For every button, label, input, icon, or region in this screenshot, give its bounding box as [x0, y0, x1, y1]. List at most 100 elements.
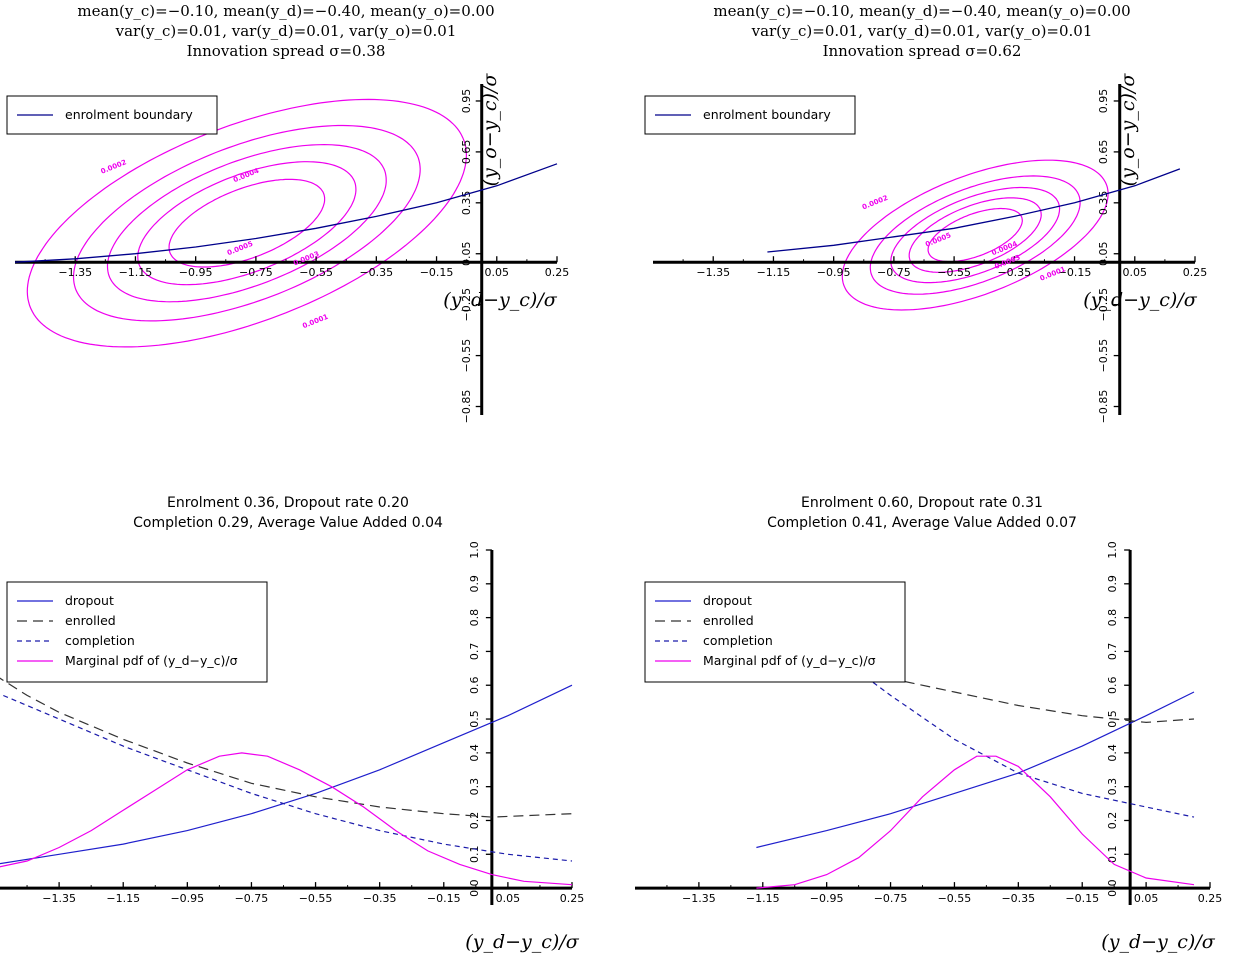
x-tick-label: 0.25	[545, 266, 570, 279]
x-tick-label: −0.15	[427, 892, 461, 905]
x-tick-label: −0.35	[363, 892, 397, 905]
y-tick-label: 0.8	[468, 609, 481, 627]
y-tick-label: 0.9	[468, 575, 481, 593]
contour-panel-sigma-038: mean(y_c)=−0.10, mean(y_d)=−0.40, mean(y…	[6, 2, 570, 424]
legend-label: dropout	[703, 593, 752, 608]
x-axis-label: (y_d−y_c)/σ	[1101, 931, 1215, 953]
x-tick-label: −0.15	[420, 266, 454, 279]
y-tick-label: 0.95	[460, 89, 473, 114]
chart-title-line: Enrolment 0.60, Dropout rate 0.31	[801, 495, 1043, 511]
density-contour	[908, 197, 1042, 273]
density-contour	[137, 161, 357, 286]
enrolment-boundary-line	[14, 163, 558, 263]
completion-line	[0, 693, 573, 862]
y-tick-label: −0.55	[460, 339, 473, 373]
completion-line	[858, 671, 1195, 818]
rates-panel-right: Enrolment 0.60, Dropout rate 0.31 Complet…	[635, 495, 1222, 953]
x-tick-label: −0.55	[299, 892, 333, 905]
marginal-pdf-line	[756, 755, 1195, 889]
legend-box	[6, 581, 268, 683]
x-tick-label: −0.35	[997, 266, 1031, 279]
enrolment-boundary-line	[767, 168, 1181, 253]
y-tick-label: 0.6	[468, 676, 481, 694]
legend-label: enrolled	[703, 613, 754, 628]
y-tick-label: 1.0	[468, 541, 481, 559]
y-tick-label: −0.85	[460, 390, 473, 424]
density-contour	[26, 98, 468, 348]
legend-label: completion	[65, 633, 135, 648]
x-axis-label: (y_d−y_c)/σ	[1083, 289, 1197, 311]
enrolled-line	[0, 677, 573, 818]
density-contour	[869, 175, 1081, 295]
legend-label: enrolment boundary	[65, 107, 193, 122]
x-tick-label: −0.95	[817, 266, 851, 279]
y-tick-label: 0.65	[1097, 140, 1110, 165]
y-tick-label: 0.35	[1097, 191, 1110, 216]
y-tick-label: 0.4	[1106, 744, 1119, 762]
x-tick-label: −0.75	[239, 266, 273, 279]
contour-level-label: 0.0002	[100, 158, 128, 176]
contour-level-label: 0.0001	[301, 313, 329, 331]
y-tick-label: 0.05	[1097, 241, 1110, 266]
y-tick-label: 0.1	[468, 846, 481, 864]
x-tick-label: −1.35	[42, 892, 76, 905]
x-tick-label: −1.35	[58, 266, 92, 279]
y-tick-label: 0.6	[1106, 676, 1119, 694]
x-tick-label: −0.15	[1058, 266, 1092, 279]
x-tick-label: 0.25	[1183, 266, 1208, 279]
y-tick-label: 0.2	[1106, 812, 1119, 830]
x-tick-label: −1.35	[682, 892, 716, 905]
x-tick-label: −1.15	[106, 892, 140, 905]
x-tick-label: −1.35	[696, 266, 730, 279]
x-tick-label: −0.55	[938, 892, 972, 905]
chart-title-line: Enrolment 0.36, Dropout rate 0.20	[167, 495, 409, 511]
density-contour	[72, 124, 421, 322]
chart-title-line: Completion 0.29, Average Value Added 0.0…	[133, 515, 443, 531]
x-tick-label: −0.55	[299, 266, 333, 279]
chart-title-line: Innovation spread σ=0.62	[823, 42, 1022, 60]
dropout-line	[0, 684, 573, 865]
x-tick-label: −0.95	[170, 892, 204, 905]
y-tick-label: 1.0	[1106, 541, 1119, 559]
x-tick-label: 0.05	[485, 266, 510, 279]
y-axis-label: (y_o−y_c)/σ	[479, 73, 501, 187]
enrolled-line	[858, 667, 1195, 724]
y-tick-label: 0.65	[460, 140, 473, 165]
y-tick-label: 0.05	[460, 241, 473, 266]
chart-title-line: Innovation spread σ=0.38	[187, 42, 386, 60]
density-contour	[890, 186, 1061, 284]
contour-level-label: 0.0002	[861, 194, 889, 212]
y-tick-label: 0.2	[468, 812, 481, 830]
y-tick-label: −0.55	[1097, 339, 1110, 373]
x-axis-label: (y_d−y_c)/σ	[443, 289, 557, 311]
y-tick-label: −0.25	[1097, 288, 1110, 322]
x-tick-label: −1.15	[119, 266, 153, 279]
x-tick-label: −0.95	[810, 892, 844, 905]
x-tick-label: −0.15	[1065, 892, 1099, 905]
x-axis-label: (y_d−y_c)/σ	[465, 931, 579, 953]
legend-label: enrolled	[65, 613, 116, 628]
x-tick-label: −0.95	[179, 266, 213, 279]
y-tick-label: 0.8	[1106, 609, 1119, 627]
x-tick-label: −1.15	[757, 266, 791, 279]
x-tick-label: −0.35	[1001, 892, 1035, 905]
y-tick-label: −0.25	[460, 288, 473, 322]
rates-panel-left: Enrolment 0.36, Dropout rate 0.20 Complet…	[0, 495, 584, 953]
marginal-pdf-line	[0, 752, 573, 886]
contour-level-label: 0.0004	[232, 167, 260, 185]
legend-label: Marginal pdf of (y_d−y_c)/σ	[65, 653, 238, 668]
chart-title-line: var(y_c)=0.01, var(y_d)=0.01, var(y_o)=0…	[751, 22, 1093, 40]
y-tick-label: 0.3	[1106, 778, 1119, 796]
dropout-line	[756, 691, 1195, 849]
legend-label: completion	[703, 633, 773, 648]
y-tick-label: 0.5	[468, 710, 481, 728]
y-tick-label: 0.95	[1097, 89, 1110, 114]
density-contour	[168, 178, 326, 268]
x-tick-label: −0.75	[874, 892, 908, 905]
y-tick-label: 0.3	[468, 778, 481, 796]
legend-label: enrolment boundary	[703, 107, 831, 122]
y-tick-label: −0.85	[1097, 390, 1110, 424]
x-tick-label: −0.75	[235, 892, 269, 905]
x-tick-label: 0.05	[1123, 266, 1148, 279]
